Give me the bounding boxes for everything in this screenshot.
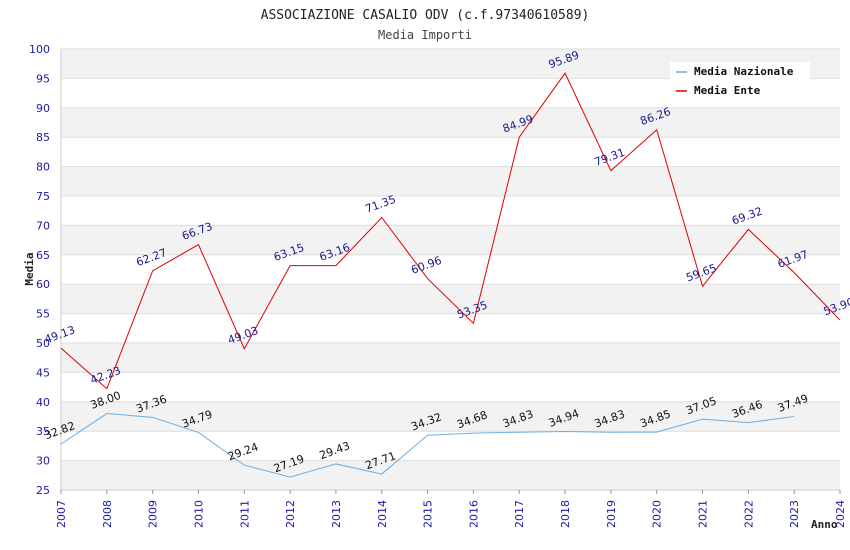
y-tick-label: 75 <box>36 190 50 203</box>
y-axis-label: Media <box>23 252 36 285</box>
y-tick-label: 90 <box>36 102 50 115</box>
series-line-media-ente <box>60 72 841 390</box>
data-label: 29.24 <box>226 440 260 463</box>
grid-band <box>61 343 840 373</box>
y-tick-label: 80 <box>36 161 50 174</box>
x-tick-label: 2017 <box>513 500 526 528</box>
x-tick-label: 2023 <box>788 500 801 528</box>
y-axis-ticks: 25 30 35 40 45 50 55 60 65 70 75 80 85 90 95 100 <box>29 43 50 497</box>
y-tick-label: 50 <box>36 337 50 350</box>
data-label: 60.96 <box>409 254 443 277</box>
y-tick-label: 55 <box>36 308 50 321</box>
grid-bands <box>61 49 840 490</box>
y-tick-label: 95 <box>36 72 50 85</box>
data-label: 29.43 <box>318 439 352 462</box>
x-tick-label: 2020 <box>651 500 664 528</box>
data-label: 32.82 <box>43 419 77 442</box>
y-tick-label: 70 <box>36 219 50 232</box>
y-tick-label: 85 <box>36 131 50 144</box>
chart-title: ASSOCIAZIONE CASALIO ODV (c.f.9734061058… <box>261 8 590 23</box>
grid-band <box>61 225 840 255</box>
y-tick-label: 40 <box>36 396 50 409</box>
x-tick-label: 2007 <box>55 500 68 528</box>
series-lines <box>60 72 841 478</box>
x-tick-label: 2022 <box>742 500 755 528</box>
x-tick-label: 2015 <box>422 500 435 528</box>
x-tick-label: 2012 <box>284 500 297 528</box>
y-tick-label: 100 <box>29 43 50 56</box>
x-tick-label: 2016 <box>467 500 480 528</box>
legend-item-media-ente: Media Ente <box>694 84 761 97</box>
grid-band <box>61 460 840 490</box>
y-tick-label: 30 <box>36 455 50 468</box>
grid-band <box>61 401 840 432</box>
data-label: 79.31 <box>593 146 627 169</box>
y-tick-label: 35 <box>36 425 50 438</box>
x-tick-label: 2010 <box>192 500 205 528</box>
x-tick-label: 2019 <box>605 500 618 528</box>
series-line-media-nazionale <box>60 413 795 478</box>
y-tick-label: 65 <box>36 249 50 262</box>
x-tick-label: 2011 <box>238 500 251 528</box>
x-tick-label: 2008 <box>101 500 114 528</box>
x-tick-label: 2024 <box>834 500 847 528</box>
x-axis-ticks: 2007 2008 2009 2010 2011 2012 2013 2014 2015 2016… <box>55 490 847 528</box>
x-axis-label: Anno <box>811 518 838 531</box>
y-tick-label: 60 <box>36 278 50 291</box>
legend: Media Nazionale Media Ente <box>670 62 810 102</box>
grid-band <box>61 166 840 196</box>
legend-item-media-nazionale: Media Nazionale <box>694 65 794 78</box>
legend-background <box>670 62 810 102</box>
x-tick-label: 2021 <box>697 500 710 528</box>
x-tick-label: 2018 <box>559 500 572 528</box>
data-label: 69.32 <box>730 205 764 228</box>
x-tick-label: 2013 <box>330 500 343 528</box>
grid-band <box>61 284 840 314</box>
y-tick-label: 25 <box>36 484 50 497</box>
y-tick-label: 45 <box>36 366 50 379</box>
chart-subtitle: Media Importi <box>378 28 472 42</box>
grid-lines <box>60 48 840 491</box>
x-tick-label: 2014 <box>376 500 389 528</box>
x-tick-label: 2009 <box>147 500 160 528</box>
grid-band <box>61 107 840 138</box>
